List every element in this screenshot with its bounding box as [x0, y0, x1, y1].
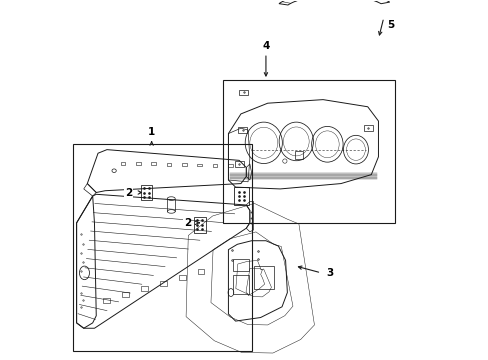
Bar — [73, 144, 251, 351]
Text: 4: 4 — [262, 41, 269, 51]
Text: 2: 2 — [183, 218, 191, 228]
Bar — [233, 258, 248, 271]
Bar — [234, 161, 243, 167]
Bar — [122, 292, 128, 297]
Bar — [227, 164, 232, 167]
Text: 1: 1 — [148, 127, 155, 137]
Bar — [141, 286, 147, 291]
Bar — [239, 90, 248, 95]
Bar — [198, 269, 204, 274]
Bar — [166, 163, 171, 166]
Bar — [363, 125, 372, 131]
Bar — [103, 298, 110, 303]
Text: 5: 5 — [386, 19, 394, 30]
Bar — [238, 127, 246, 133]
Text: 3: 3 — [326, 268, 333, 278]
Bar — [121, 162, 125, 165]
Bar — [197, 163, 202, 166]
Bar — [140, 185, 152, 201]
Bar — [136, 162, 141, 165]
Bar — [294, 152, 303, 158]
Bar — [194, 217, 205, 233]
Bar — [160, 281, 166, 286]
Bar — [254, 266, 273, 289]
Bar — [182, 163, 186, 166]
Bar — [179, 275, 185, 280]
Text: 2: 2 — [124, 188, 132, 198]
Bar — [212, 164, 217, 167]
Bar — [151, 162, 156, 165]
Bar — [234, 187, 248, 205]
Bar — [223, 80, 394, 223]
Bar — [233, 275, 248, 294]
